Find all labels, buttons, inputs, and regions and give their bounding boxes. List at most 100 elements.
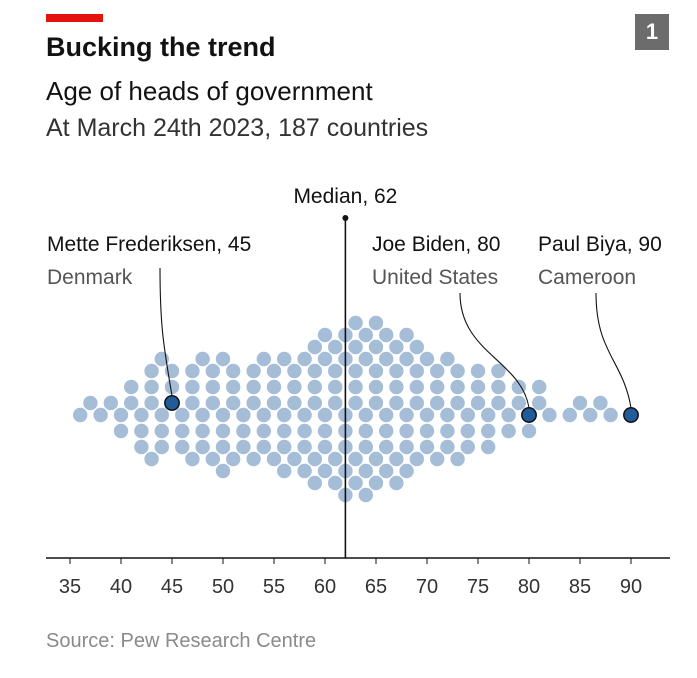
data-dot [368, 339, 384, 355]
data-dot [481, 423, 496, 439]
data-dot [205, 379, 220, 395]
data-dot [185, 395, 200, 411]
data-dot [379, 407, 394, 423]
data-dot [603, 407, 618, 423]
data-dot [246, 395, 261, 411]
data-dot [542, 407, 557, 423]
data-dot [368, 379, 384, 395]
data-dot [389, 339, 404, 355]
data-dot [501, 407, 516, 423]
data-dot [124, 395, 139, 411]
data-dot [419, 351, 435, 367]
data-dot [317, 407, 333, 423]
data-dot [246, 363, 261, 379]
data-dot [491, 395, 506, 411]
data-dot [103, 395, 119, 411]
data-dot [256, 407, 271, 423]
data-dot [297, 463, 312, 479]
data-dot [460, 439, 475, 455]
annotation-country: Cameroon [538, 266, 636, 289]
data-dot [195, 407, 210, 423]
data-dot [195, 439, 210, 455]
data-dot [399, 463, 414, 479]
highlight-dot [521, 407, 537, 423]
data-dot [399, 327, 414, 343]
data-dot [481, 407, 496, 423]
data-dot [389, 451, 404, 467]
data-dot [317, 351, 333, 367]
data-dot [368, 363, 384, 379]
data-dot [389, 475, 404, 491]
dots-layer [73, 315, 639, 503]
data-dot [430, 363, 445, 379]
data-dot [593, 395, 608, 411]
data-dot [328, 475, 343, 491]
data-dot [307, 475, 322, 491]
data-dot [399, 351, 414, 367]
data-dot [440, 439, 455, 455]
data-dot [277, 423, 292, 439]
x-tick-label: 65 [365, 576, 387, 598]
data-dot [144, 363, 159, 379]
data-dot [215, 351, 231, 367]
data-dot [470, 363, 486, 379]
data-dot [236, 439, 251, 455]
data-dot [532, 379, 547, 395]
data-dot [73, 407, 88, 423]
data-dot [358, 423, 373, 439]
annotation-country: Denmark [47, 266, 133, 289]
annotation-name: Paul Biya, 90 [538, 233, 662, 256]
data-dot [481, 439, 496, 455]
data-dot [205, 451, 220, 467]
data-dot [430, 395, 445, 411]
annotation-leader [595, 292, 632, 408]
data-dot [256, 439, 271, 455]
data-dot [195, 351, 210, 367]
data-dot [389, 363, 404, 379]
data-dot [409, 379, 424, 395]
data-dot [205, 395, 220, 411]
data-dot [134, 439, 149, 455]
data-dot [409, 363, 424, 379]
x-tick-label: 45 [161, 576, 183, 598]
data-dot [521, 423, 537, 439]
highlight-dot [164, 395, 180, 411]
x-tick-label: 90 [620, 576, 642, 598]
annotation-leader [159, 267, 173, 396]
data-dot [144, 395, 159, 411]
median-marker [342, 215, 349, 221]
data-dot [399, 423, 414, 439]
data-dot [389, 379, 404, 395]
data-dot [450, 363, 465, 379]
data-dot [348, 395, 363, 411]
data-dot [470, 395, 486, 411]
data-dot [113, 407, 129, 423]
data-dot [215, 423, 231, 439]
data-dot [430, 379, 445, 395]
data-dot [144, 451, 159, 467]
data-dot [287, 363, 302, 379]
data-dot [409, 451, 424, 467]
data-dot [266, 363, 282, 379]
data-dot [368, 315, 384, 331]
data-dot [409, 395, 424, 411]
data-dot [368, 451, 384, 467]
data-dot [317, 439, 333, 455]
annotation-name: Joe Biden, 80 [372, 233, 500, 256]
data-dot [175, 439, 190, 455]
median-layer: Median, 62 [293, 185, 397, 558]
data-dot [348, 475, 363, 491]
data-dot [328, 451, 343, 467]
data-dot [460, 423, 475, 439]
data-dot [348, 379, 363, 395]
chart-title: Bucking the trend [46, 32, 276, 62]
data-dot [440, 351, 455, 367]
brand-bar [46, 14, 103, 22]
data-dot [256, 351, 271, 367]
data-dot [287, 395, 302, 411]
data-dot [409, 339, 424, 355]
data-dot [277, 463, 292, 479]
data-dot [307, 451, 322, 467]
data-dot [185, 451, 200, 467]
data-dot [93, 407, 108, 423]
